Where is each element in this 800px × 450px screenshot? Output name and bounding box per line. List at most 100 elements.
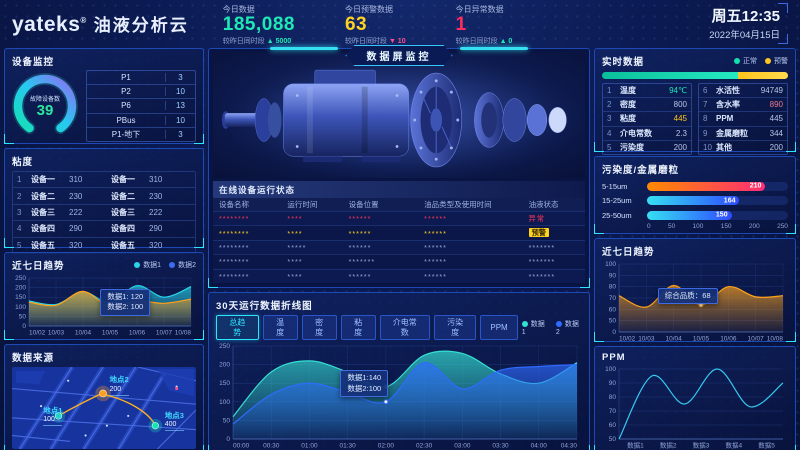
tab-温度[interactable]: 温度 — [262, 315, 298, 341]
svg-text:10/02: 10/02 — [29, 330, 46, 337]
viscosity-value: 320 — [149, 240, 163, 250]
device-row[interactable]: ******************************** — [213, 239, 585, 255]
cell: ******** — [219, 228, 250, 238]
svg-text:10/03: 10/03 — [48, 330, 65, 337]
screen-monitor-badge: 数据屏监控 — [346, 45, 453, 66]
metric-value: 800 — [673, 100, 687, 110]
device-status-title: 在线设备运行状态 — [213, 181, 585, 199]
svg-text:50: 50 — [609, 436, 617, 443]
stat-value: 185,088 — [222, 14, 295, 36]
metric-row: 6 水活性 94749 — [699, 84, 787, 99]
header-stats: 今日数据 185,088 较昨日同时段 ▲ 5000 今日预警数据 63 较昨日同时段 ▼… — [223, 1, 513, 46]
device-name: 设备二 — [31, 191, 55, 201]
svg-text:100: 100 — [605, 261, 616, 268]
viscosity-value: 310 — [149, 175, 163, 185]
machine-image — [221, 58, 583, 179]
svg-text:数据5: 数据5 — [758, 441, 775, 450]
viscosity-value: 222 — [149, 207, 163, 217]
metric-name: PPM — [716, 114, 734, 124]
oil-status: ******* — [528, 243, 556, 253]
bar-row: 5-15um 210 — [602, 181, 788, 191]
metric-name: 水活性 — [716, 86, 740, 96]
device-count: 3 — [165, 129, 195, 139]
metrics-left: 1 温度 94℃ 2 密度 800 3 粘度 445 4 介电常数 2.3 5 污染度 200 — [602, 83, 692, 155]
stat-delta: ▲ 0 — [499, 37, 513, 45]
right-column: 实时数据 正常 预警 1 温度 94℃ 2 密度 800 3 粘度 445 4 介电常数 2.3 5 污染度… — [594, 48, 796, 450]
viscosity-value: 290 — [149, 224, 163, 234]
metrics-right: 6 水活性 94749 7 含水率 890 8 PPM 445 9 金属磨粒 344 10 其他 200 — [698, 83, 788, 155]
tab-污染度[interactable]: 污染度 — [433, 315, 477, 341]
tab-group: 总趋势 温度 密度 粘度 介电常数 污染度 PPM — [216, 315, 518, 341]
metric-name: 含水率 — [716, 100, 740, 110]
decoration — [459, 47, 529, 50]
chart-tooltip: 综合品质：68 — [657, 287, 718, 305]
svg-text:0: 0 — [22, 323, 26, 330]
svg-text:10/05: 10/05 — [102, 330, 119, 337]
cell: ****** — [424, 271, 447, 281]
gauge-svg — [12, 72, 78, 135]
svg-text:150: 150 — [219, 380, 230, 387]
device-table-header: 设备名称 运行时间 设备位置 油品类型及使用时间 油液状态 — [213, 198, 585, 212]
device-row[interactable]: ******** **** ****** ****** ******* — [213, 268, 585, 283]
metric-value: 445 — [673, 114, 687, 124]
device-row[interactable]: ******** **** ****** ****** 预警 — [213, 225, 585, 240]
bar-row: 25-50um 150 — [602, 210, 788, 220]
source-map[interactable]: 地点1 100 地点2 200 地点3 400 — [12, 367, 196, 450]
device-row[interactable]: ******************************** — [213, 254, 585, 269]
tab-粘度[interactable]: 粘度 — [340, 315, 376, 341]
map-point-2[interactable]: 地点2 200 — [109, 375, 129, 397]
tab-PPM[interactable]: PPM — [480, 315, 518, 341]
clock: 周五12:35 2022年04月15日 — [699, 3, 788, 44]
device-row[interactable]: ******** **** ****** ****** 异常 — [213, 211, 585, 226]
cell: ******* — [348, 257, 376, 267]
oil-status: ******* — [528, 257, 556, 267]
stat-label: 今日预警数据 — [344, 5, 393, 15]
point-name: 地点3 — [164, 410, 184, 420]
app-title: 油液分析云 — [93, 15, 189, 35]
metric-row: 1 温度 94℃ — [603, 84, 691, 99]
device-count: 10 — [165, 87, 195, 97]
device-name: 设备一 — [111, 175, 135, 185]
panel-title: 实时数据 — [602, 57, 645, 68]
metric-name: 密度 — [620, 100, 636, 110]
metric-index: 6 — [703, 86, 708, 96]
device-name: 设备四 — [111, 224, 135, 234]
device-name: 设备三 — [31, 207, 55, 217]
bar-label: 5-15um — [602, 181, 628, 191]
panel-screen-monitor: 数据屏监控 — [208, 48, 590, 288]
panel-title: PPM — [602, 352, 626, 363]
bar-track: 150 — [647, 210, 788, 220]
point-name: 地点2 — [109, 375, 129, 385]
bar-value: 150 — [715, 211, 728, 219]
svg-text:0: 0 — [226, 436, 230, 443]
svg-text:00:30: 00:30 — [263, 443, 280, 450]
gauge-chart — [12, 72, 78, 139]
svg-text:250: 250 — [219, 343, 230, 350]
cell: ****** — [348, 243, 372, 253]
bar-track: 210 — [647, 181, 788, 191]
svg-text:90: 90 — [609, 272, 617, 279]
device-name: 设备五 — [111, 240, 135, 250]
svg-text:10/05: 10/05 — [693, 336, 710, 343]
tab-介电常数[interactable]: 介电常数 — [379, 315, 430, 341]
chart-tooltip: 数据1: 120 数据2: 100 — [100, 288, 151, 316]
viscosity-row: 5 设备五 320 设备五 320 — [13, 238, 195, 253]
device-table-body: ******** **** ****** ****** 异常 ******** **** **… — [213, 211, 585, 283]
panel-viscosity: 粘度 1 设备一 310 设备一 310 2 设备二 230 设备二 230 3 设备三 222 设备三 2… — [4, 148, 204, 254]
header-stat-3: 今日异常数据 1 较昨日同时段 ▲ 0 — [456, 4, 513, 46]
tab-密度[interactable]: 密度 — [301, 315, 337, 341]
device-count-row: P2 10 — [87, 85, 195, 100]
tab-总趋势[interactable]: 总趋势 — [216, 315, 259, 341]
logo-text: yateks® — [12, 12, 87, 36]
map-point-1[interactable]: 地点1 100 — [43, 406, 63, 427]
panel-device-monitor: 设备监控 故障设备数 39 P1 3 P2 10 P6 13 PBus 10 P1-地下 3 — [4, 48, 204, 144]
device-name: 设备四 — [31, 224, 55, 234]
svg-text:04:00: 04:00 — [531, 443, 548, 450]
viscosity-value: 230 — [69, 191, 83, 201]
metric-value: 94℃ — [669, 86, 687, 96]
stat-value: 63 — [344, 14, 368, 36]
map-point-3[interactable]: 地点3 400 — [164, 410, 184, 432]
svg-text:10/07: 10/07 — [748, 336, 765, 343]
viscosity-table: 1 设备一 310 设备一 310 2 设备二 230 设备二 230 3 设备三 222 设备三 222 4… — [12, 171, 196, 254]
svg-text:10/04: 10/04 — [666, 336, 683, 343]
